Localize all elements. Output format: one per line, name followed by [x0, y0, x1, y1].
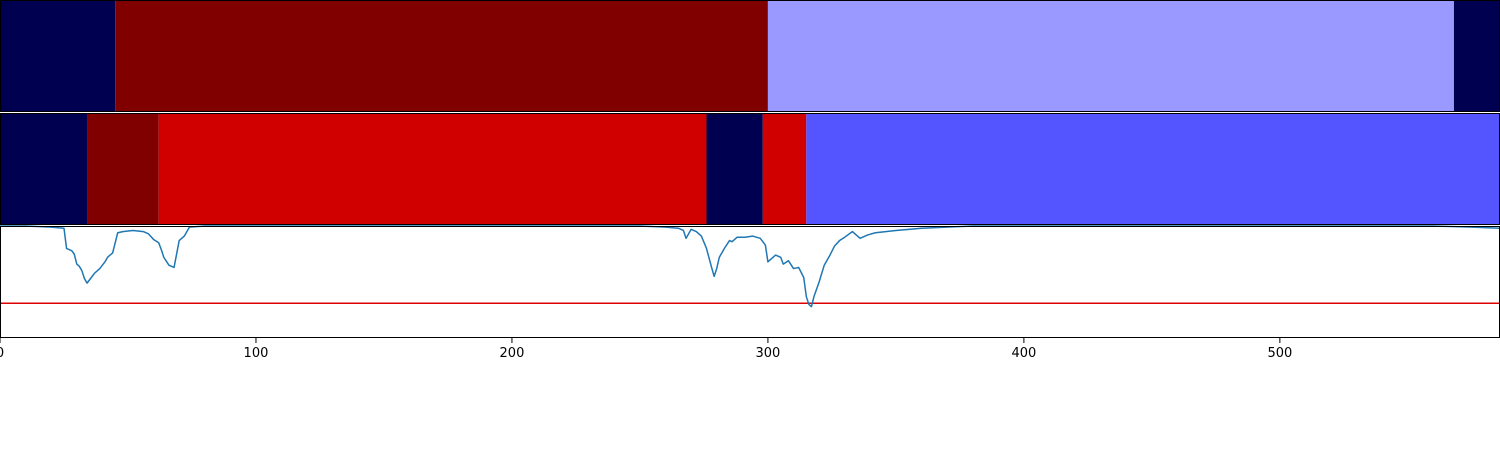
x-tick-label-100: 100: [244, 346, 269, 361]
x-tick-label-500: 500: [1267, 346, 1292, 361]
band-1-segment-4: [1453, 0, 1500, 112]
x-tick-label-200: 200: [500, 346, 525, 361]
band-2-segment-4: [706, 113, 763, 225]
line-plot-background: [0, 226, 1500, 338]
band-2-segment-3: [158, 113, 707, 225]
segment-band-1: [0, 0, 1500, 112]
segment-band-2: [0, 113, 1500, 225]
band-2-segment-5: [762, 113, 807, 225]
x-axis: 0 100 200 300 400 500: [0, 338, 1292, 361]
band-2-segment-1: [0, 113, 88, 225]
band-1-segment-3: [767, 0, 1454, 112]
band-2-segment-2: [87, 113, 159, 225]
line-plot-panel: [0, 225, 1500, 338]
x-tick-label-300: 300: [756, 346, 781, 361]
series-line: [0, 225, 1500, 308]
x-tick-label-0: 0: [0, 346, 4, 361]
band-1-segment-2: [115, 0, 768, 112]
band-1-segment-1: [0, 0, 116, 112]
x-tick-label-400: 400: [1011, 346, 1036, 361]
band-2-segment-6: [806, 113, 1500, 225]
